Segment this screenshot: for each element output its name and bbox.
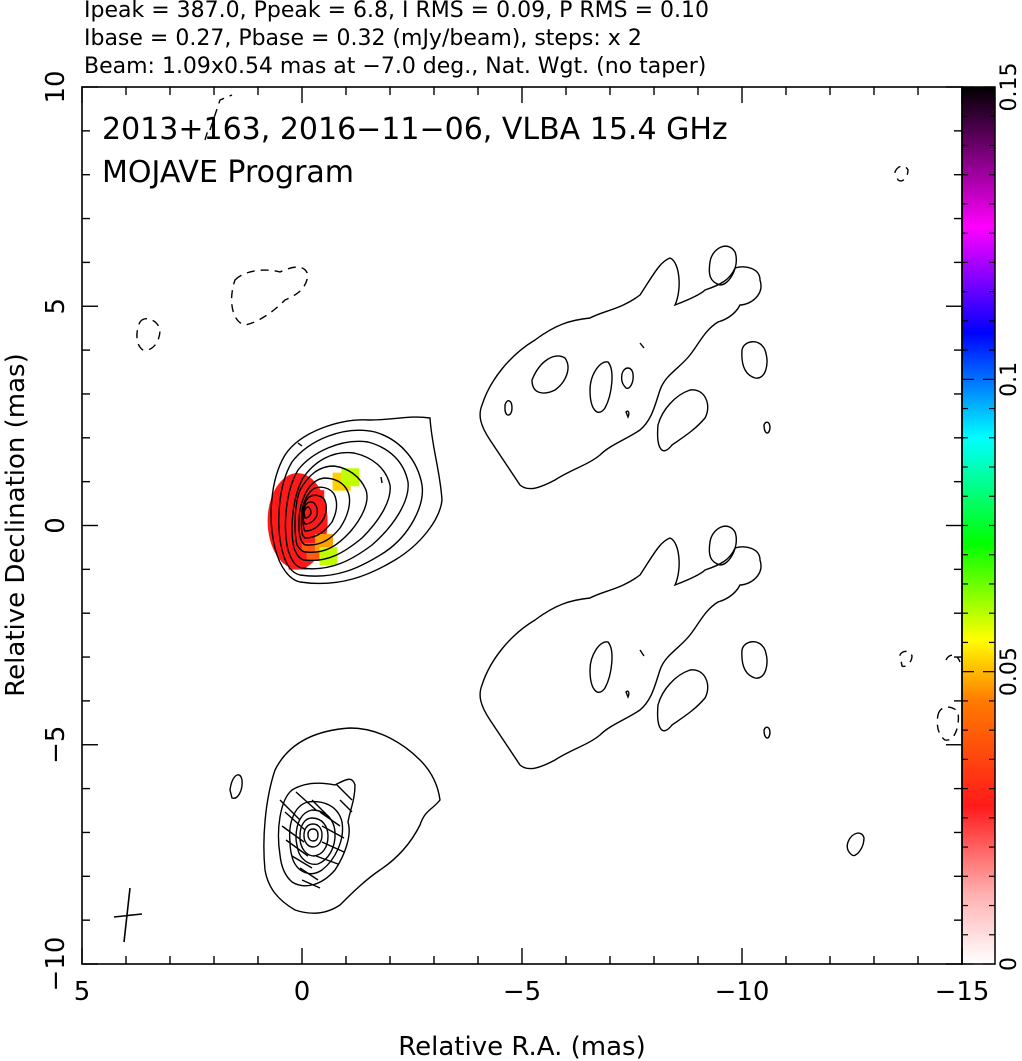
plot-title-line-1: 2013+163, 2016−11−06, VLBA 15.4 GHz bbox=[102, 112, 728, 147]
y-tick-label: 5 bbox=[41, 298, 71, 315]
x-tick-label: −5 bbox=[503, 977, 541, 1007]
fractional-pol-pixel bbox=[341, 468, 360, 487]
x-tick-label: −15 bbox=[935, 977, 990, 1007]
y-tick-label: 0 bbox=[41, 517, 71, 534]
x-tick-label: −10 bbox=[715, 977, 770, 1007]
fractional-pol-pixel bbox=[306, 490, 325, 509]
negative-contours bbox=[136, 94, 961, 741]
colorbar-tick-label: 0.05 bbox=[997, 647, 1022, 696]
fractional-pol-pixel bbox=[319, 547, 338, 566]
upper-jet-contours bbox=[479, 245, 771, 490]
colorbar-tick-label: 0 bbox=[997, 957, 1022, 971]
polarization-vectors bbox=[279, 783, 353, 889]
x-tick-label: 5 bbox=[74, 977, 91, 1007]
fractional-pol-pixel bbox=[301, 512, 320, 531]
x-axis-label: Relative R.A. (mas) bbox=[398, 1032, 645, 1061]
lower-core-contours bbox=[229, 727, 865, 914]
y-tick-label: −5 bbox=[41, 726, 71, 764]
y-axis-label: Relative Declination (mas) bbox=[1, 353, 31, 696]
colorbar-tick-label: 0.15 bbox=[997, 63, 1022, 112]
y-tick-label: −10 bbox=[41, 937, 71, 992]
header-line-1: Ipeak = 387.0, Ppeak = 6.8, I RMS = 0.09… bbox=[84, 0, 709, 23]
x-tick-label: 0 bbox=[294, 977, 311, 1007]
header-line-2: Ibase = 0.27, Pbase = 0.32 (mJy/beam), s… bbox=[84, 26, 642, 51]
beam-marker bbox=[113, 887, 143, 943]
fractional-pol-pixel bbox=[288, 551, 307, 570]
y-tick-label: 10 bbox=[41, 70, 71, 103]
header-line-3: Beam: 1.09x0.54 mas at −7.0 deg., Nat. W… bbox=[84, 54, 707, 79]
plot-frame bbox=[81, 86, 963, 965]
lower-jet-contours bbox=[479, 525, 771, 770]
upper-core-contours bbox=[270, 416, 443, 585]
plot-title-line-2: MOJAVE Program bbox=[102, 155, 355, 190]
colorbar-tick-label: 0.1 bbox=[997, 362, 1022, 397]
